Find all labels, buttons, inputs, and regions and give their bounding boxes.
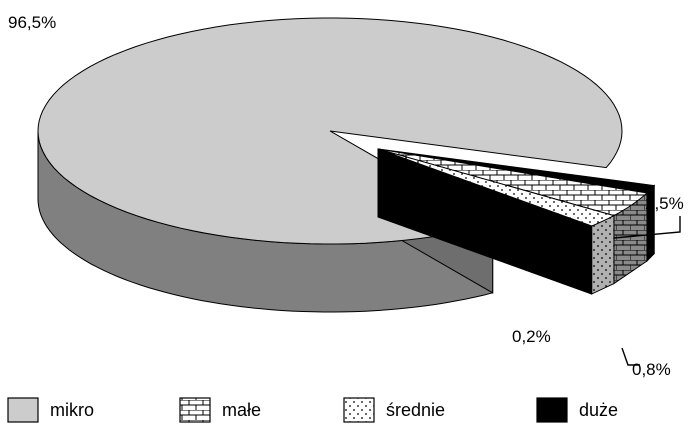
leader-line — [621, 347, 640, 366]
data-label-duże: 0,2% — [512, 327, 551, 346]
legend-label: duże — [579, 400, 618, 420]
data-label-średnie: 0,8% — [632, 360, 671, 379]
legend-swatch-mikro — [7, 397, 39, 423]
data-label-małe: 2,5% — [645, 194, 684, 213]
slice-srednie — [377, 148, 616, 227]
slice-male — [377, 148, 649, 217]
legend-swatch-średnie — [343, 397, 375, 423]
legend-swatch-małe — [179, 397, 211, 423]
data-label-mikro: 96,5% — [8, 13, 56, 32]
legend-swatch-duże — [536, 397, 568, 423]
legend-label: średnie — [386, 400, 445, 420]
leader-line — [613, 216, 681, 239]
legend-label: małe — [222, 400, 261, 420]
slice-mikro — [37, 17, 623, 245]
slice-srednie-side — [591, 214, 615, 295]
legend-label: mikro — [50, 400, 94, 420]
